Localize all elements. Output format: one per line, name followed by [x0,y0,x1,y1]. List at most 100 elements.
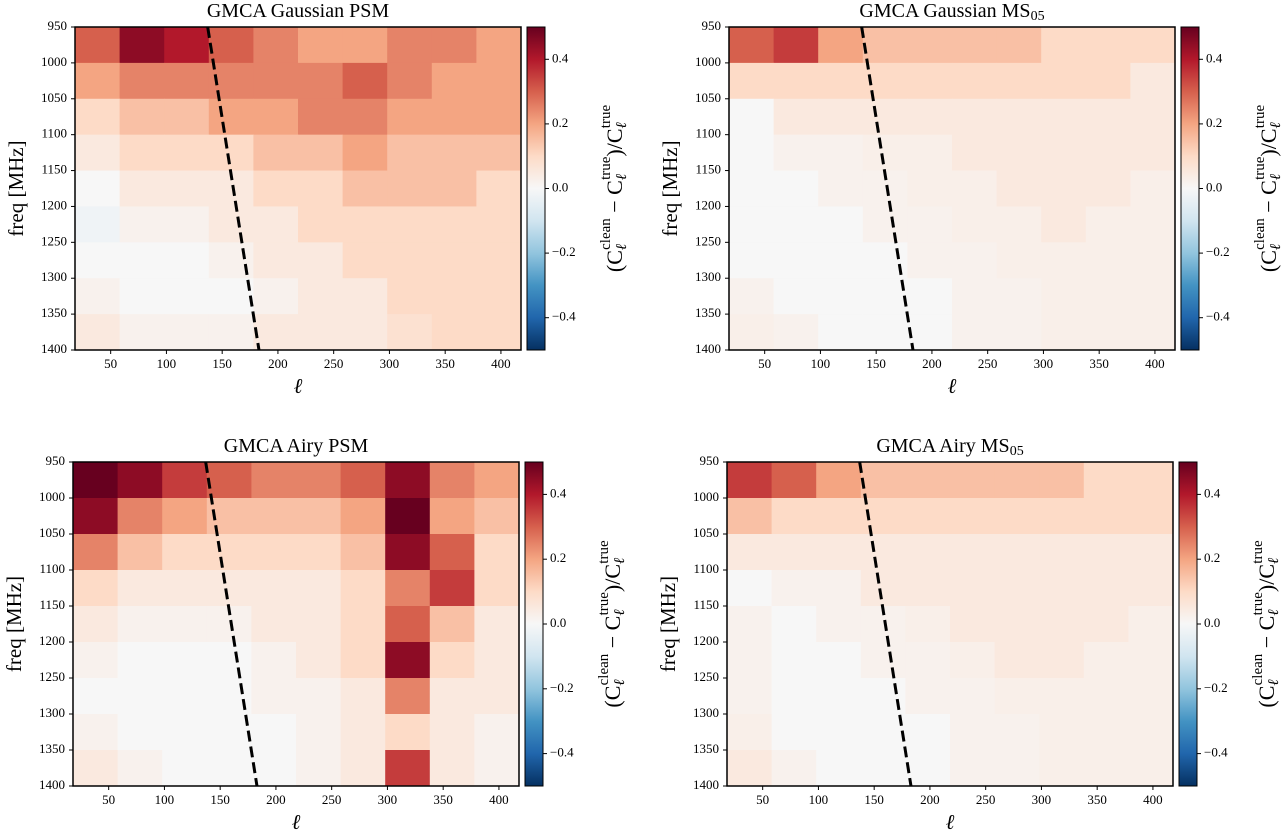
heatmap-cell [952,206,998,243]
heatmap-cells [73,462,519,786]
heatmap-cell [1039,534,1085,571]
heatmap-cell [729,62,775,100]
heatmap-cell [905,750,951,786]
y-tick-label: 1350 [41,305,67,320]
heatmap-cell [950,750,996,786]
heatmap-cell [994,606,1040,643]
heatmap-cell [1130,62,1175,100]
heatmap-cell [816,750,862,786]
x-tick-label: 250 [322,792,342,807]
heatmap-cell [1039,498,1085,535]
heatmap-cell [860,462,906,499]
y-tick-label: 1300 [693,705,719,720]
heatmap-cell [1083,714,1129,751]
colorbar-label-base: (C [1256,250,1281,272]
heatmap-cell [1085,206,1131,243]
colorbar-label-sub: ℓ [614,122,630,128]
colorbar-label-sub: ℓ [614,174,630,180]
heatmap-cell [476,206,521,243]
heatmap-cell [1128,714,1173,751]
heatmap-cell [206,462,252,499]
heatmap-cell [162,750,208,786]
heatmap-cell [429,534,475,571]
heatmap-cell [994,714,1040,751]
plot-frame [728,26,1176,351]
heatmap-cell [298,206,344,243]
heatmap-cell [860,714,906,751]
colorbar-label-base: (C [602,250,627,272]
heatmap-cell [907,170,953,207]
heatmap-cell [1085,278,1131,315]
heatmap-cell [474,498,519,535]
x-tick-label: 350 [1087,792,1107,807]
heatmap-cell [952,242,998,279]
heatmap-cell [162,678,208,715]
heatmap-cell [251,750,297,786]
heatmap-cell [771,714,817,751]
heatmap-cell [385,678,431,715]
heatmap-cell [771,642,817,679]
heatmap-cell [119,278,165,315]
heatmap-cell [1128,462,1173,499]
heatmap-cell [476,62,521,100]
x-tick-label: 150 [210,792,230,807]
heatmap-cell [385,642,431,679]
colorbar-label-base: (C [600,686,625,708]
heatmap-cell [729,98,775,136]
y-tick-label: 1100 [695,126,721,141]
heatmap-cell [994,462,1040,499]
heatmap-cell [431,278,477,315]
heatmap-cell [1085,170,1131,207]
heatmap-cell [162,498,208,535]
heatmap-cell [862,314,908,350]
colorbar-label-sup: true [596,592,612,616]
y-tick-label: 1000 [41,54,67,69]
heatmap-cell [860,570,906,607]
x-tick-label: 50 [756,792,769,807]
heatmap-cell [771,678,817,715]
heatmap-cell [296,498,342,535]
heatmap-cell [75,278,121,315]
colorbar-label-sub: ℓ [1266,609,1282,615]
heatmap-cell [342,27,388,64]
x-axis-label: ℓ [294,374,303,398]
heatmap-cell [816,678,862,715]
heatmap-cell [208,314,254,350]
y-tick-label: 1300 [695,269,721,284]
heatmap-cell [296,534,342,571]
heatmap-cell [431,98,477,136]
heatmap-cell [1128,534,1173,571]
heatmap-cell [298,27,344,64]
heatmap-cell [474,642,519,679]
colorbar-tick-label: 0.4 [1206,50,1223,65]
heatmap-cell [385,570,431,607]
heatmap-cell [476,242,521,279]
heatmap-cell [771,534,817,571]
heatmap-cell [996,242,1042,279]
heatmap-cell [340,678,386,715]
y-tick-label: 1250 [39,669,65,684]
heatmap-cell [162,606,208,643]
heatmap-cell [208,98,254,136]
heatmap-cell [251,606,297,643]
heatmap-cell [907,27,953,64]
heatmap-cell [431,242,477,279]
heatmap-cell [117,714,163,751]
heatmap-cell [296,462,342,499]
heatmap-cell [1083,642,1129,679]
x-tick-label: 150 [864,792,884,807]
heatmap-cell [907,278,953,315]
x-tick-label: 100 [811,356,831,371]
heatmap-cell [117,678,163,715]
heatmap-cell [476,314,521,350]
colorbar-label: (Cℓclean − Cℓtrue)/Cℓtrue [596,540,628,708]
heatmap-cell [429,642,475,679]
heatmap-cell [1130,278,1175,315]
heatmap-cell [298,314,344,350]
colorbar-tick-label: 0.0 [550,615,566,630]
heatmap-cell [1085,314,1131,350]
chart-title: GMCA Airy MS05 [876,435,1023,460]
heatmap-cell [862,98,908,136]
heatmap-cell [996,206,1042,243]
colorbar-tick-label: 0.2 [1204,550,1220,565]
